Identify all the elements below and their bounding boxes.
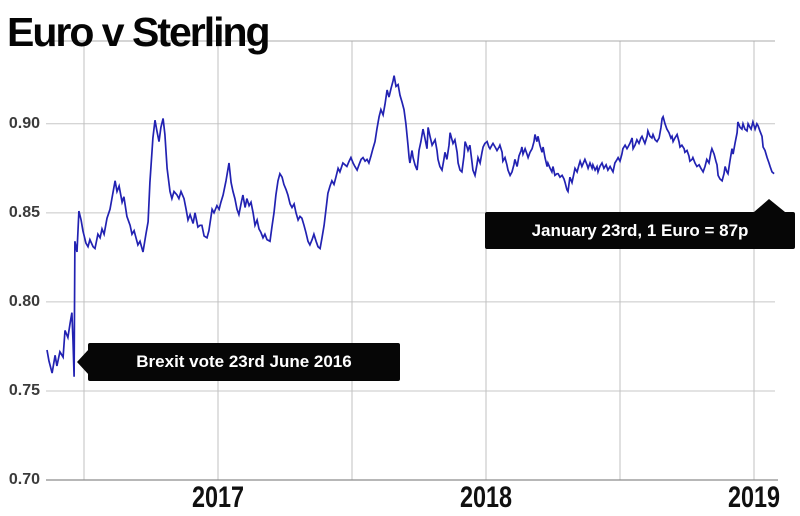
annotation-brexit-vote: Brexit vote 23rd June 2016: [77, 343, 400, 381]
x-tick-label: 2018: [459, 481, 513, 514]
y-tick-label: 0.75: [8, 381, 40, 399]
x-tick-label: 2019: [727, 481, 781, 514]
y-tick-label: 0.70: [8, 471, 40, 488]
y-tick-label: 0.85: [8, 203, 40, 221]
annotation-january-rate: January 23rd, 1 Euro = 87p: [485, 199, 795, 249]
eur-gbp-data-line: [46, 75, 775, 377]
annotation-january-label: January 23rd, 1 Euro = 87p: [531, 221, 749, 240]
callout-arrow-left-icon: [77, 349, 89, 375]
chart-title: Euro v Sterling: [7, 9, 271, 55]
annotation-brexit-label: Brexit vote 23rd June 2016: [136, 352, 352, 371]
callout-arrow-up-icon: [754, 199, 785, 212]
y-tick-label: 0.80: [8, 292, 40, 310]
x-tick-label: 2017: [191, 481, 245, 514]
y-tick-label: 0.90: [8, 114, 40, 132]
